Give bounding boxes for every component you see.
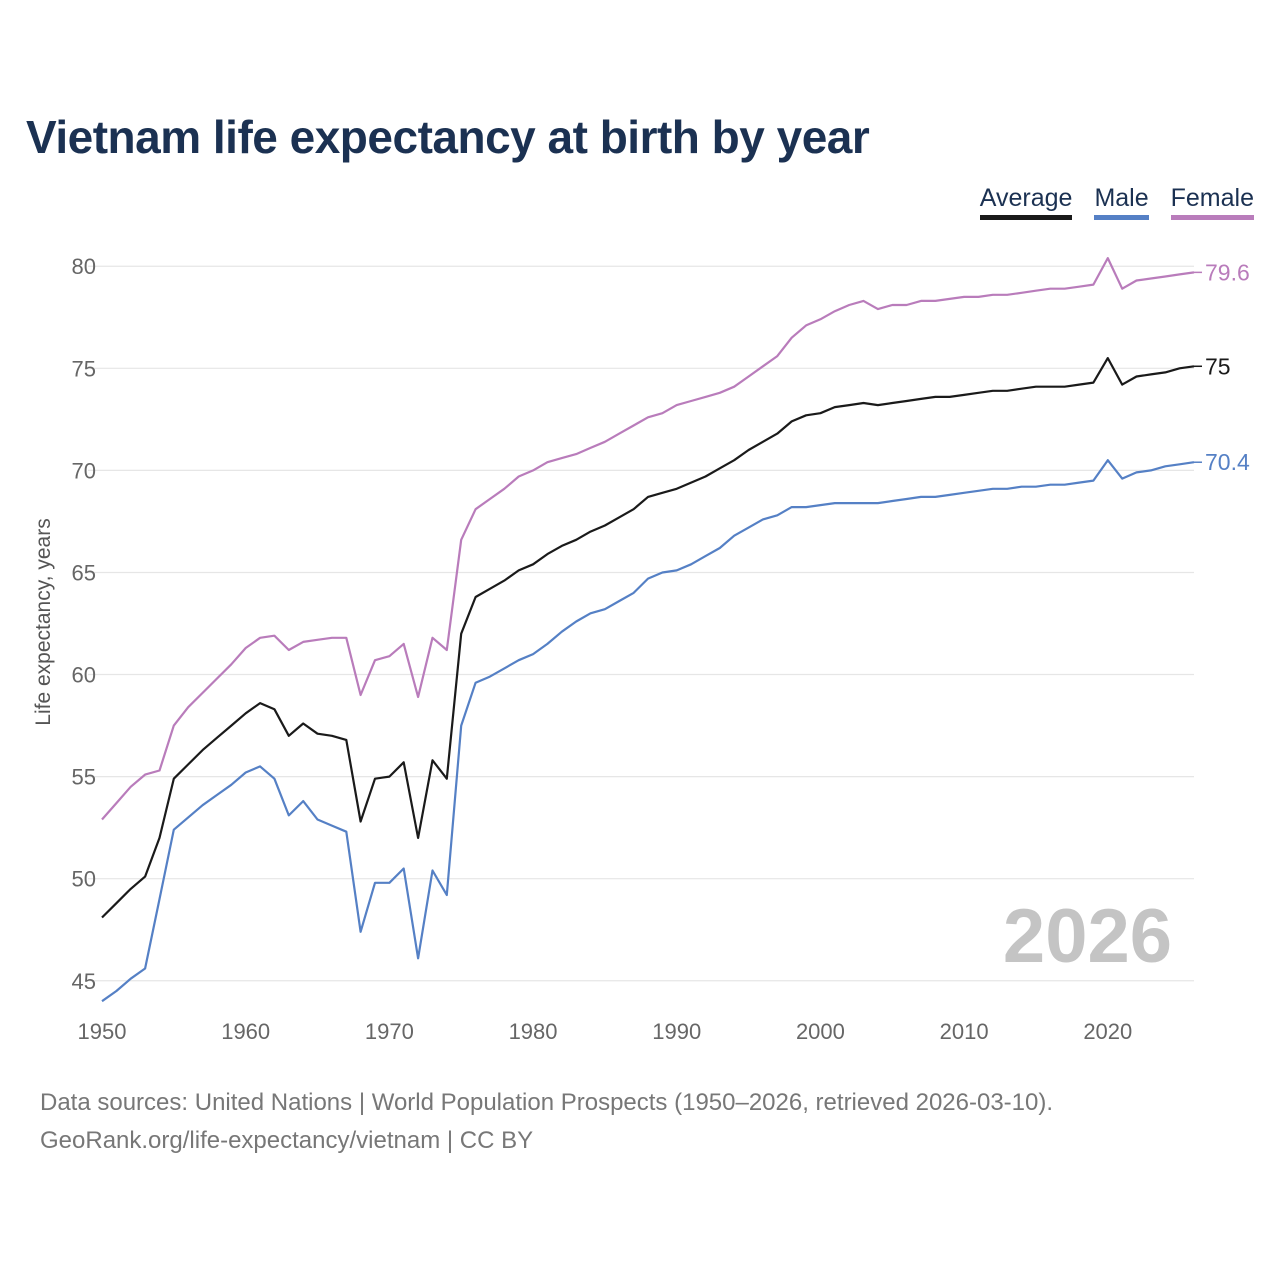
end-label-female: 79.6 <box>1205 259 1250 285</box>
footer: Data sources: United Nations | World Pop… <box>40 1084 1053 1160</box>
series-lines <box>101 257 1195 1003</box>
y-tick-label-50: 50 <box>72 867 96 892</box>
year-watermark: 2026 <box>1003 894 1172 979</box>
x-tick-label-2010: 2010 <box>940 1019 989 1044</box>
x-tick-label-2020: 2020 <box>1083 1019 1132 1044</box>
page-title: Vietnam life expectancy at birth by year <box>26 111 870 163</box>
y-tick-label-55: 55 <box>72 765 96 790</box>
series-line-female <box>101 257 1195 821</box>
x-axis-ticks: 1950 1960 1970 1980 1990 2000 2010 2020 <box>78 1019 1133 1044</box>
end-label-average: 75 <box>1205 353 1231 379</box>
x-tick-label-2000: 2000 <box>796 1019 845 1044</box>
series-line-male <box>101 459 1195 1003</box>
footer-credit: GeoRank.org/life-expectancy/vietnam | CC… <box>40 1122 1053 1160</box>
license-text: | CC BY <box>440 1127 534 1154</box>
legend-item-average[interactable]: Average <box>979 183 1073 220</box>
legend-item-female[interactable]: Female <box>1170 183 1254 220</box>
y-tick-label-60: 60 <box>72 663 96 688</box>
legend: Average Male Female <box>979 183 1254 220</box>
data-source-text: Data sources: United Nations | World Pop… <box>40 1089 1054 1116</box>
y-axis-title: Life expectancy, years <box>32 518 55 725</box>
y-tick-label-75: 75 <box>72 356 96 381</box>
y-tick-label-80: 80 <box>72 254 96 279</box>
x-tick-label-1950: 1950 <box>78 1019 127 1044</box>
y-axis-ticks: 45 50 55 60 65 70 75 80 <box>72 254 96 994</box>
x-tick-label-1990: 1990 <box>652 1019 701 1044</box>
line-chart: 45 50 55 60 65 70 75 80 1950 1960 1970 1980 1990 200… <box>32 254 1250 1044</box>
grid-lines <box>88 265 1194 982</box>
series-line-average <box>101 357 1195 919</box>
end-labels: 70.4 75 79.6 <box>1194 259 1250 475</box>
y-tick-label-65: 65 <box>72 560 96 585</box>
x-tick-label-1960: 1960 <box>221 1019 270 1044</box>
source-link[interactable]: GeoRank.org/life-expectancy/vietnam <box>40 1127 441 1154</box>
y-tick-label-70: 70 <box>72 458 96 483</box>
x-tick-label-1970: 1970 <box>365 1019 414 1044</box>
x-tick-label-1980: 1980 <box>509 1019 558 1044</box>
y-tick-label-45: 45 <box>72 969 96 994</box>
legend-item-male[interactable]: Male <box>1094 183 1149 220</box>
end-label-male: 70.4 <box>1205 449 1250 475</box>
